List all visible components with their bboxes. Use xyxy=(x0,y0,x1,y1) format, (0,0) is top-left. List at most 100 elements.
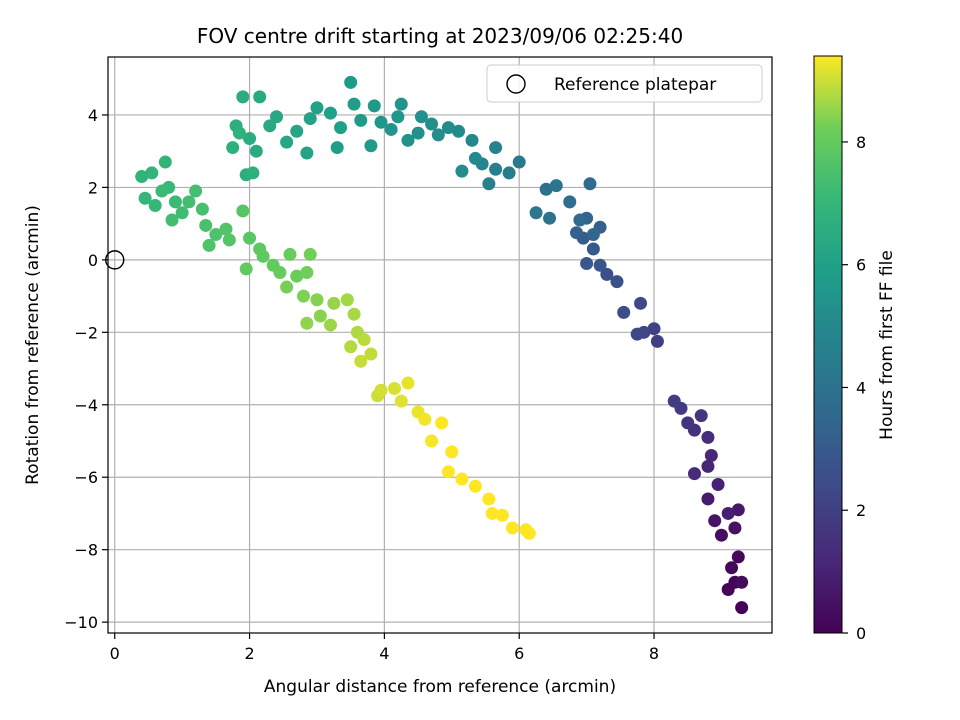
data-point xyxy=(694,409,708,423)
data-point xyxy=(182,195,196,209)
colorbar-tick-label: 4 xyxy=(856,378,866,397)
data-point xyxy=(425,434,439,448)
data-point xyxy=(387,381,401,395)
colorbar-tick-label: 8 xyxy=(856,133,866,152)
data-point xyxy=(573,213,587,227)
x-tick-label: 2 xyxy=(244,644,254,663)
data-point xyxy=(138,191,152,205)
data-point xyxy=(303,247,317,261)
data-point xyxy=(731,550,745,564)
data-point xyxy=(522,526,536,540)
axes-frame xyxy=(107,56,773,634)
data-point xyxy=(391,110,405,124)
plot-area: 0 2 4 6 8 −10 −8 −6 −4 −2 0 2 4 xyxy=(64,56,773,663)
data-point xyxy=(667,394,681,408)
data-point xyxy=(414,110,428,124)
data-point xyxy=(441,121,455,135)
x-axis-label: Angular distance from reference (arcmin) xyxy=(264,677,616,697)
data-point xyxy=(711,477,725,491)
data-point xyxy=(310,293,324,307)
data-point xyxy=(630,327,644,341)
colorbar-tick-label: 6 xyxy=(856,256,866,275)
data-point xyxy=(195,202,209,216)
data-point xyxy=(202,238,216,252)
colorbar-label: Hours from first FF file xyxy=(877,250,897,440)
data-point xyxy=(728,521,742,535)
data-point xyxy=(725,561,739,575)
data-point xyxy=(687,467,701,481)
data-point xyxy=(243,231,257,245)
y-tick-label: −2 xyxy=(74,323,98,342)
data-point xyxy=(364,139,378,153)
data-point xyxy=(300,146,314,160)
data-point xyxy=(441,465,455,479)
data-point xyxy=(401,376,415,390)
data-point xyxy=(543,211,557,225)
data-point xyxy=(290,124,304,138)
y-axis-label: Rotation from reference (arcmin) xyxy=(23,205,43,485)
data-point xyxy=(189,184,203,198)
data-point xyxy=(701,492,715,506)
y-tick-label: −4 xyxy=(74,396,98,415)
data-point xyxy=(435,416,449,430)
data-point xyxy=(300,316,314,330)
data-point xyxy=(327,296,341,310)
y-tick-label: −8 xyxy=(74,541,98,560)
data-point xyxy=(364,347,378,361)
data-point xyxy=(175,206,189,220)
data-point xyxy=(296,289,310,303)
colorbar-tick-label: 2 xyxy=(856,501,866,520)
y-tick-label: −6 xyxy=(74,468,98,487)
data-point xyxy=(610,275,624,289)
x-tick-label: 4 xyxy=(379,644,389,663)
chart-title: FOV centre drift starting at 2023/09/06 … xyxy=(197,24,683,48)
data-point xyxy=(219,222,233,236)
data-point xyxy=(270,110,284,124)
data-point xyxy=(148,199,162,213)
y-tick-label: 0 xyxy=(88,251,98,270)
data-point xyxy=(340,293,354,307)
data-point xyxy=(263,119,277,133)
data-point xyxy=(714,528,728,542)
data-point xyxy=(209,228,223,242)
data-point xyxy=(482,177,496,191)
data-point xyxy=(529,206,543,220)
x-tick-label: 8 xyxy=(649,644,659,663)
x-tick-label: 0 xyxy=(110,644,120,663)
data-point xyxy=(236,90,250,104)
colorbar: 0 2 4 6 8 Hours from first FF file xyxy=(813,55,897,643)
data-point xyxy=(455,472,469,486)
y-tick-label: −10 xyxy=(64,613,98,632)
data-point xyxy=(485,506,499,520)
data-point xyxy=(310,101,324,115)
data-point xyxy=(563,195,577,209)
x-tick-label: 6 xyxy=(514,644,524,663)
colorbar-ticks: 0 2 4 6 8 xyxy=(842,133,866,643)
colorbar-gradient xyxy=(813,55,843,634)
data-point xyxy=(539,182,553,196)
data-point xyxy=(344,340,358,354)
data-point xyxy=(256,249,270,263)
data-point xyxy=(374,115,388,129)
data-point xyxy=(586,242,600,256)
data-point xyxy=(158,155,172,169)
data-point xyxy=(357,333,371,347)
data-point xyxy=(145,166,159,180)
data-point xyxy=(570,226,584,240)
data-point xyxy=(445,445,459,459)
data-point xyxy=(502,166,516,180)
data-points xyxy=(135,75,749,615)
y-tick-label: 4 xyxy=(88,106,98,125)
data-point xyxy=(580,256,594,270)
data-point xyxy=(650,334,664,348)
y-tick-label: 2 xyxy=(88,178,98,197)
data-point xyxy=(236,204,250,218)
data-point xyxy=(455,164,469,178)
data-point xyxy=(226,141,240,155)
x-ticks: 0 2 4 6 8 xyxy=(110,633,659,663)
data-point xyxy=(232,126,246,140)
data-point xyxy=(243,132,257,146)
data-point xyxy=(300,266,314,280)
data-point xyxy=(344,75,358,89)
data-point xyxy=(465,133,479,147)
